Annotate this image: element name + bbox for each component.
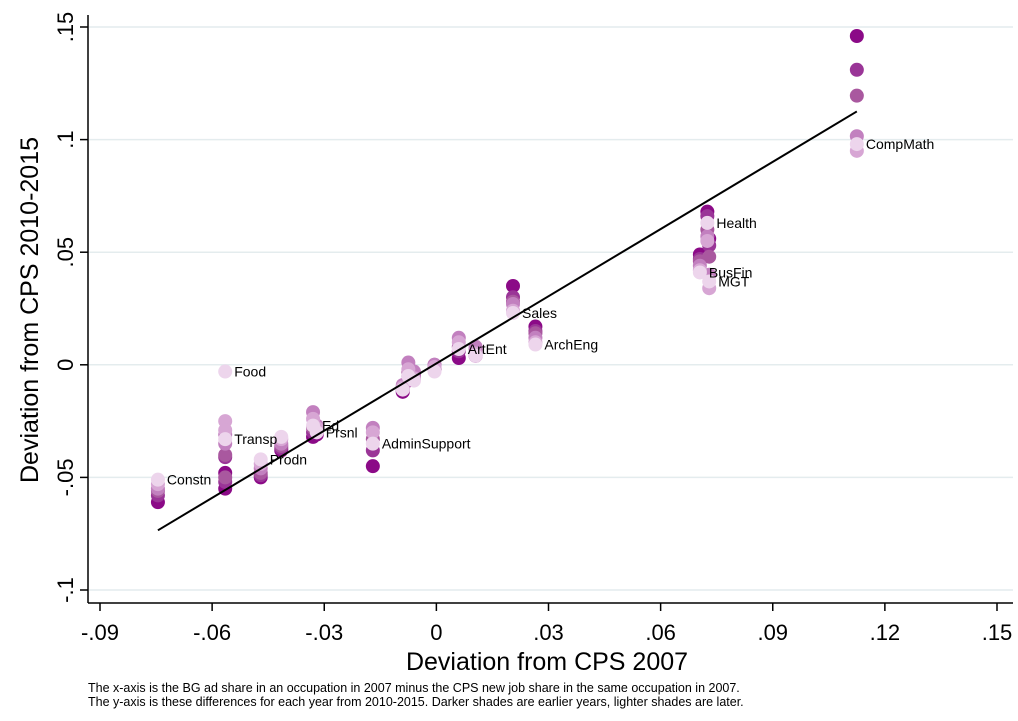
footnote-line-2: The y-axis is these differences for each… xyxy=(88,695,744,709)
data-points xyxy=(150,29,864,510)
data-point xyxy=(849,137,864,152)
data-point xyxy=(218,470,233,485)
data-point xyxy=(528,337,543,352)
data-point xyxy=(401,369,416,384)
point-label: Food xyxy=(234,364,266,380)
point-label: AdminSupport xyxy=(382,436,471,452)
data-point xyxy=(849,29,864,44)
x-axis-title: Deviation from CPS 2007 xyxy=(406,648,688,676)
data-point xyxy=(365,425,380,440)
data-point xyxy=(427,364,442,379)
data-point xyxy=(218,432,233,447)
axes: -.1 -.05 0 .05 .1 .15 -.09 -.06 -.03 0 .03 .06 .09 .1… xyxy=(53,12,1013,645)
data-point xyxy=(849,88,864,103)
y-tick-label: -.05 xyxy=(53,458,78,496)
data-point xyxy=(365,436,380,451)
x-tick-label: .03 xyxy=(533,620,564,645)
x-tick-label: -.09 xyxy=(81,620,119,645)
point-label: Health xyxy=(716,215,756,231)
data-point xyxy=(218,447,233,462)
x-tick-label: .06 xyxy=(645,620,676,645)
point-label: Sales xyxy=(522,305,557,321)
footnote-line-1: The x-axis is the BG ad share in an occu… xyxy=(88,681,740,695)
point-label: BusFin xyxy=(709,264,753,280)
y-tick-label: .15 xyxy=(53,12,78,43)
point-label: Ed xyxy=(322,418,339,434)
y-tick-label: -.1 xyxy=(53,577,78,603)
data-point xyxy=(849,62,864,77)
gridlines xyxy=(89,26,1013,591)
point-label: Prsnl xyxy=(326,424,358,440)
y-tick-label: 0 xyxy=(53,359,78,371)
y-tick-label: .1 xyxy=(53,130,78,148)
x-tick-label: -.03 xyxy=(305,620,343,645)
data-point xyxy=(700,215,715,230)
point-label: ArchEng xyxy=(544,337,598,353)
y-axis-title: Deviation from CPS 2010-2015 xyxy=(16,137,44,483)
y-tick-label: .05 xyxy=(53,237,78,268)
point-label: Prodn xyxy=(270,451,307,467)
point-label: Constn xyxy=(167,472,211,488)
x-tick-label: .15 xyxy=(982,620,1013,645)
data-point xyxy=(700,233,715,248)
x-tick-label: .09 xyxy=(757,620,788,645)
data-point xyxy=(365,459,380,474)
fit-line-group xyxy=(157,110,858,532)
data-point xyxy=(274,429,289,444)
data-point xyxy=(150,472,165,487)
data-point xyxy=(468,348,483,363)
data-point xyxy=(692,265,707,280)
x-tick-label: 0 xyxy=(430,620,442,645)
data-point xyxy=(253,452,268,467)
x-tick-label: .12 xyxy=(870,620,901,645)
x-tick-label: -.06 xyxy=(193,620,231,645)
data-point xyxy=(218,364,233,379)
point-label: ArtEnt xyxy=(468,341,507,357)
data-point xyxy=(702,274,717,289)
point-label: Transp xyxy=(234,431,277,447)
data-point xyxy=(505,278,520,293)
point-label: MGT xyxy=(718,273,750,289)
point-label: CompMath xyxy=(866,136,934,152)
fit-line xyxy=(157,110,858,532)
data-point xyxy=(702,249,717,264)
data-point xyxy=(309,425,324,440)
